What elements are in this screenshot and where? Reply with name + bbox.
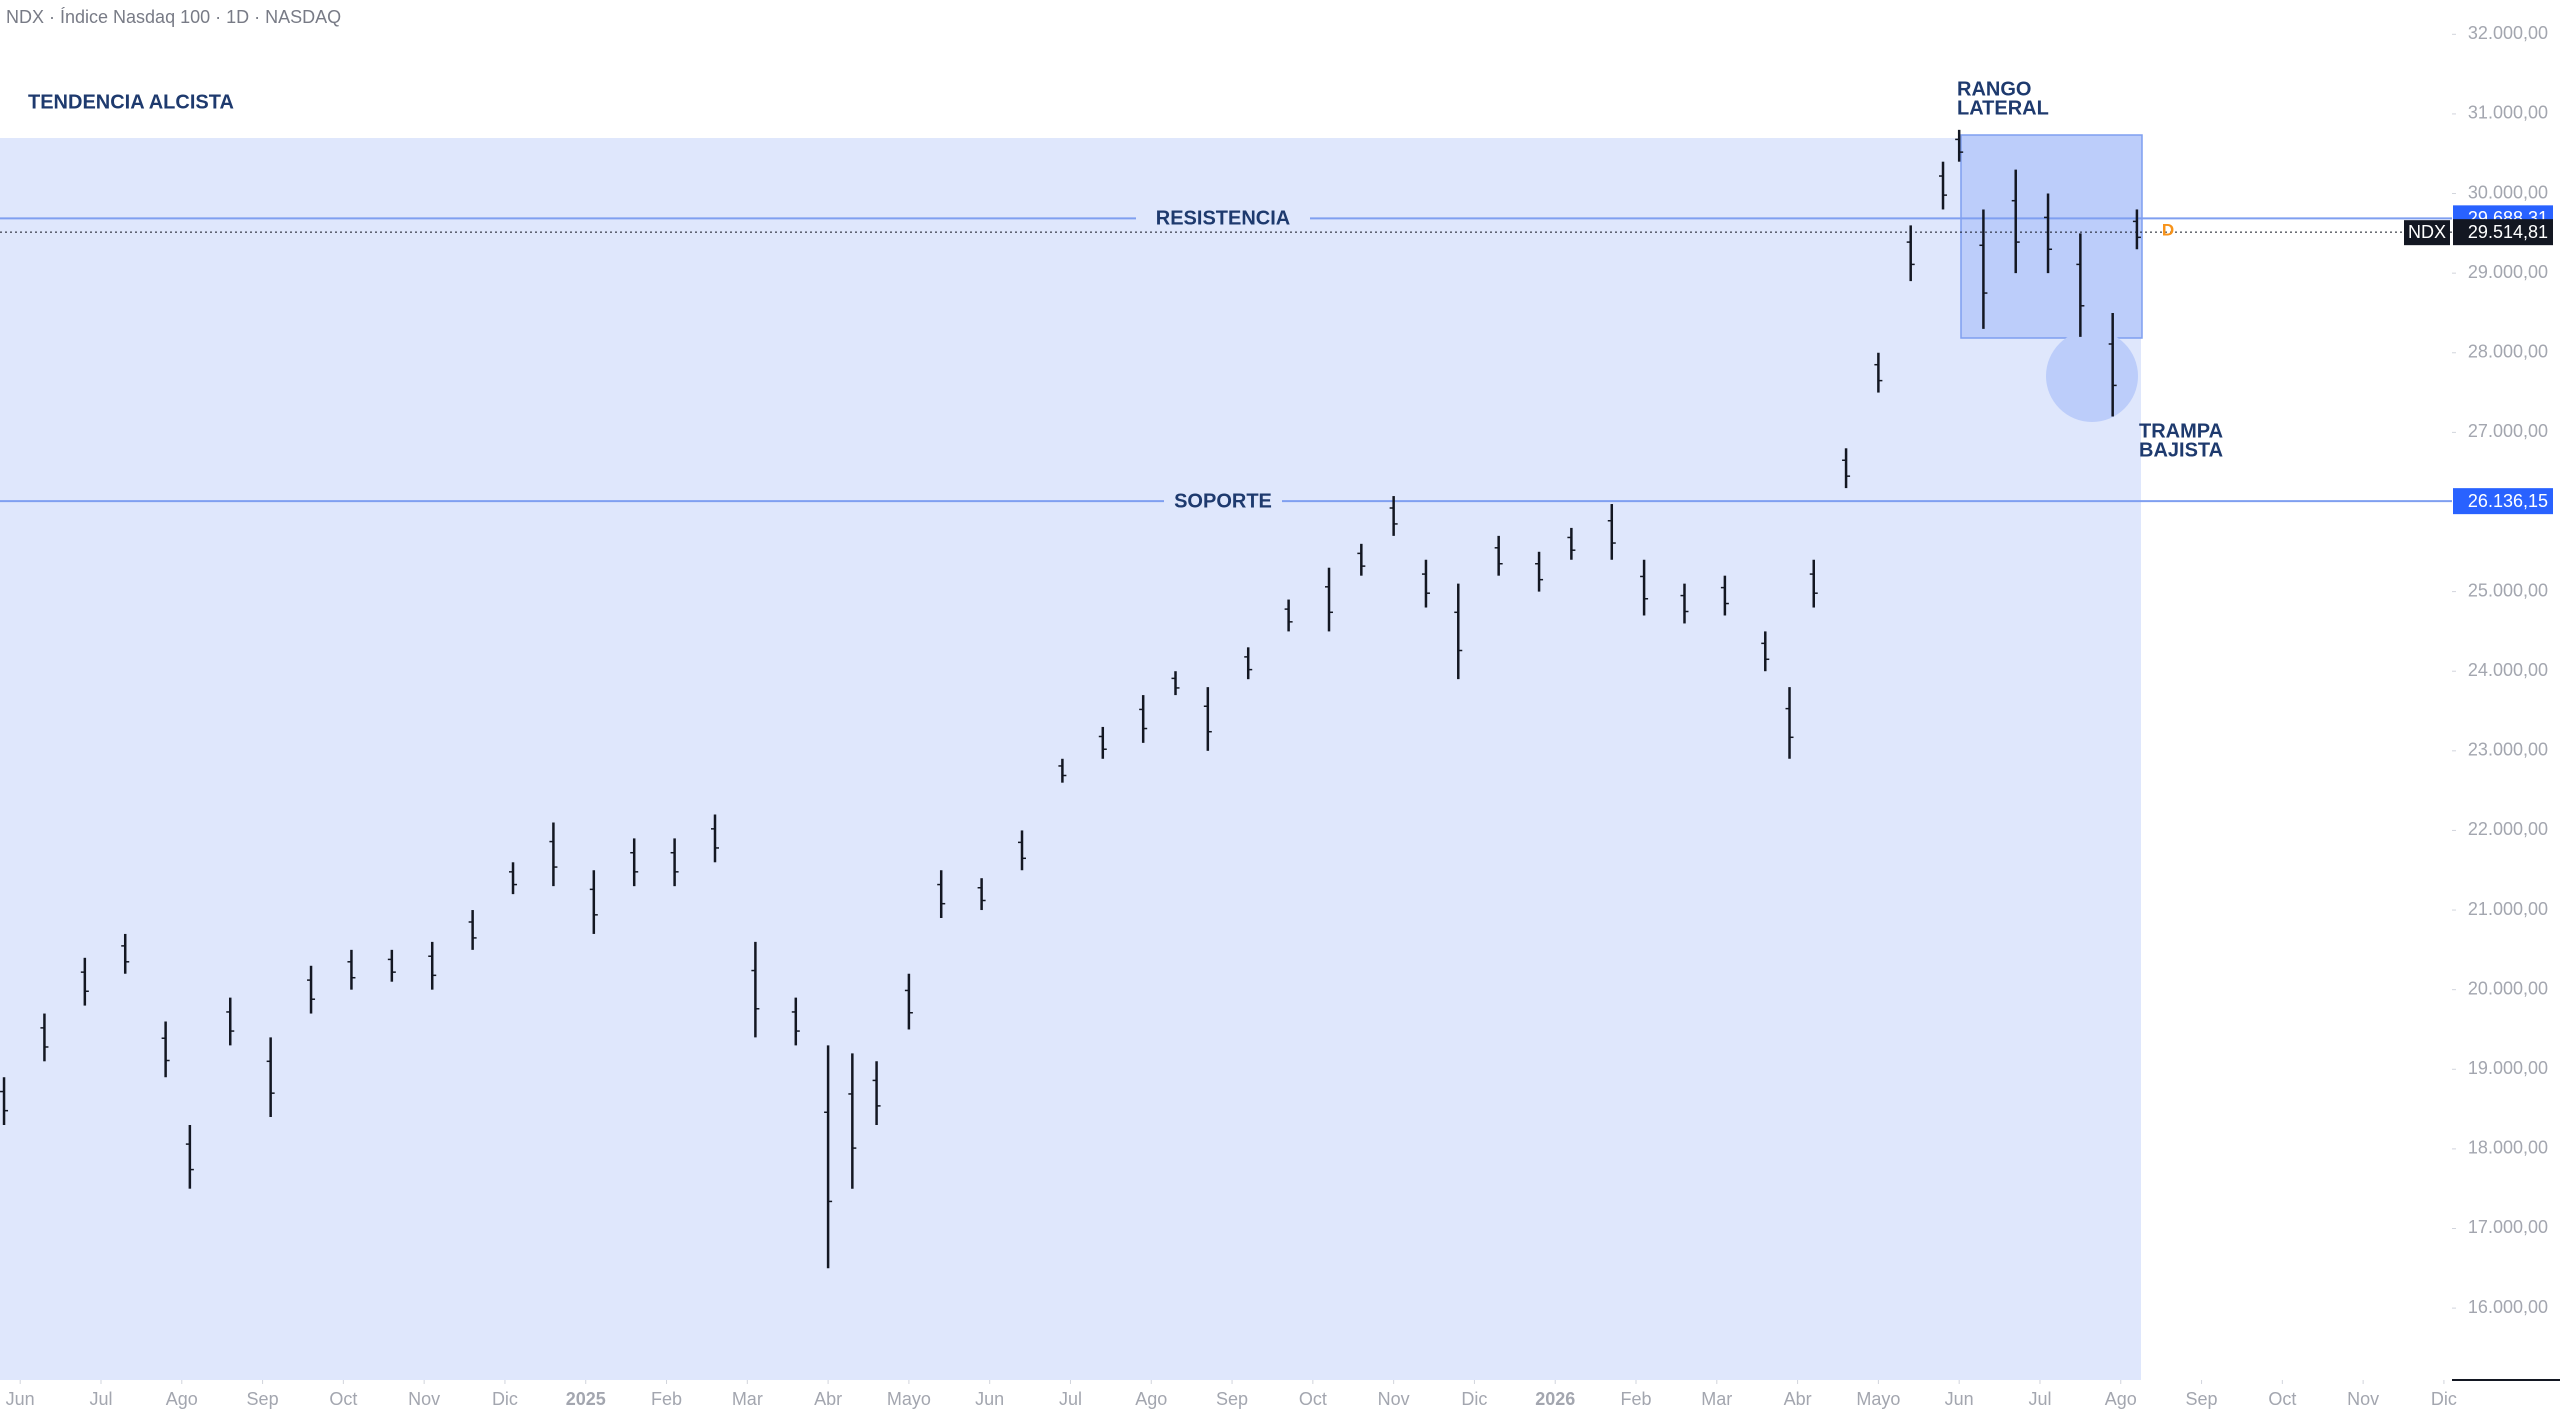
x-tick-label: Oct (329, 1389, 357, 1409)
x-tick-label: Jul (2028, 1389, 2051, 1409)
x-tick-label: Oct (1299, 1389, 1327, 1409)
trap-label: BAJISTA (2139, 439, 2223, 461)
chart-title: NDX · Índice Nasdaq 100 · 1D · NASDAQ (6, 7, 341, 27)
x-tick-label: Nov (2347, 1389, 2379, 1409)
level-label-bg (1164, 488, 1282, 515)
range-label: RANGO (1957, 78, 2031, 100)
y-tick-label: 20.000,00 (2468, 978, 2548, 998)
level-tag (2453, 488, 2553, 515)
y-tick-label: 28.000,00 (2468, 342, 2548, 362)
trap-circle (2046, 330, 2138, 422)
y-tick-label: 21.000,00 (2468, 899, 2548, 919)
x-tick-label: Oct (2268, 1389, 2296, 1409)
y-tick-label: 32.000,00 (2468, 23, 2548, 43)
x-tick-label: Sep (247, 1389, 279, 1409)
level-label: SOPORTE (1174, 490, 1272, 512)
x-tick-label: Mar (732, 1389, 763, 1409)
y-tick-label: 31.000,00 (2468, 103, 2548, 123)
y-tick-label: 16.000,00 (2468, 1297, 2548, 1317)
last-price-label: 29.514,81 (2468, 222, 2548, 242)
x-tick-label: Jun (975, 1389, 1004, 1409)
x-tick-label: Sep (2186, 1389, 2218, 1409)
x-tick-label: Dic (492, 1389, 518, 1409)
trend-zone (0, 138, 2141, 1380)
x-tick-label: 2025 (566, 1389, 606, 1409)
symbol-tag (2404, 220, 2450, 246)
range-box (1960, 134, 2143, 339)
y-tick-label: 24.000,00 (2468, 660, 2548, 680)
x-tick-label: 2026 (1535, 1389, 1575, 1409)
y-tick-label: 23.000,00 (2468, 740, 2548, 760)
y-tick-label: 30.000,00 (2468, 182, 2548, 202)
y-tick-label: 17.000,00 (2468, 1217, 2548, 1237)
level-tag-label: 26.136,15 (2468, 491, 2548, 511)
x-tick-label: Mayo (1856, 1389, 1900, 1409)
symbol-label: NDX (2408, 222, 2446, 242)
x-tick-label: Ago (2105, 1389, 2137, 1409)
x-tick-label: Abr (814, 1389, 842, 1409)
x-tick-label: Jul (1059, 1389, 1082, 1409)
y-tick-label: 22.000,00 (2468, 819, 2548, 839)
y-tick-label: 18.000,00 (2468, 1138, 2548, 1158)
x-tick-label: Jun (1945, 1389, 1974, 1409)
last-price-tag (2453, 219, 2553, 246)
y-tick-label: 27.000,00 (2468, 421, 2548, 441)
range-label: LATERAL (1957, 97, 2049, 119)
x-tick-label: Mar (1701, 1389, 1732, 1409)
x-tick-label: Jun (6, 1389, 35, 1409)
level-label: RESISTENCIA (1156, 208, 1290, 230)
x-tick-label: Nov (1378, 1389, 1410, 1409)
x-tick-label: Ago (166, 1389, 198, 1409)
level-label-bg (1136, 205, 1310, 232)
x-tick-label: Feb (651, 1389, 682, 1409)
y-tick-label: 19.000,00 (2468, 1058, 2548, 1078)
x-tick-label: Abr (1784, 1389, 1812, 1409)
trend-label: TENDENCIA ALCISTA (28, 91, 234, 113)
x-tick-label: Mayo (887, 1389, 931, 1409)
trap-label: TRAMPA (2139, 420, 2223, 442)
y-tick-label: 25.000,00 (2468, 580, 2548, 600)
x-tick-label: Feb (1620, 1389, 1651, 1409)
marker: D (2162, 221, 2174, 240)
x-tick-label: Nov (408, 1389, 440, 1409)
x-tick-label: Sep (1216, 1389, 1248, 1409)
y-tick-label: 29.000,00 (2468, 262, 2548, 282)
x-tick-label: Ago (1135, 1389, 1167, 1409)
x-tick-label: Dic (1461, 1389, 1487, 1409)
x-tick-label: Jul (89, 1389, 112, 1409)
x-tick-label: Dic (2431, 1389, 2457, 1409)
